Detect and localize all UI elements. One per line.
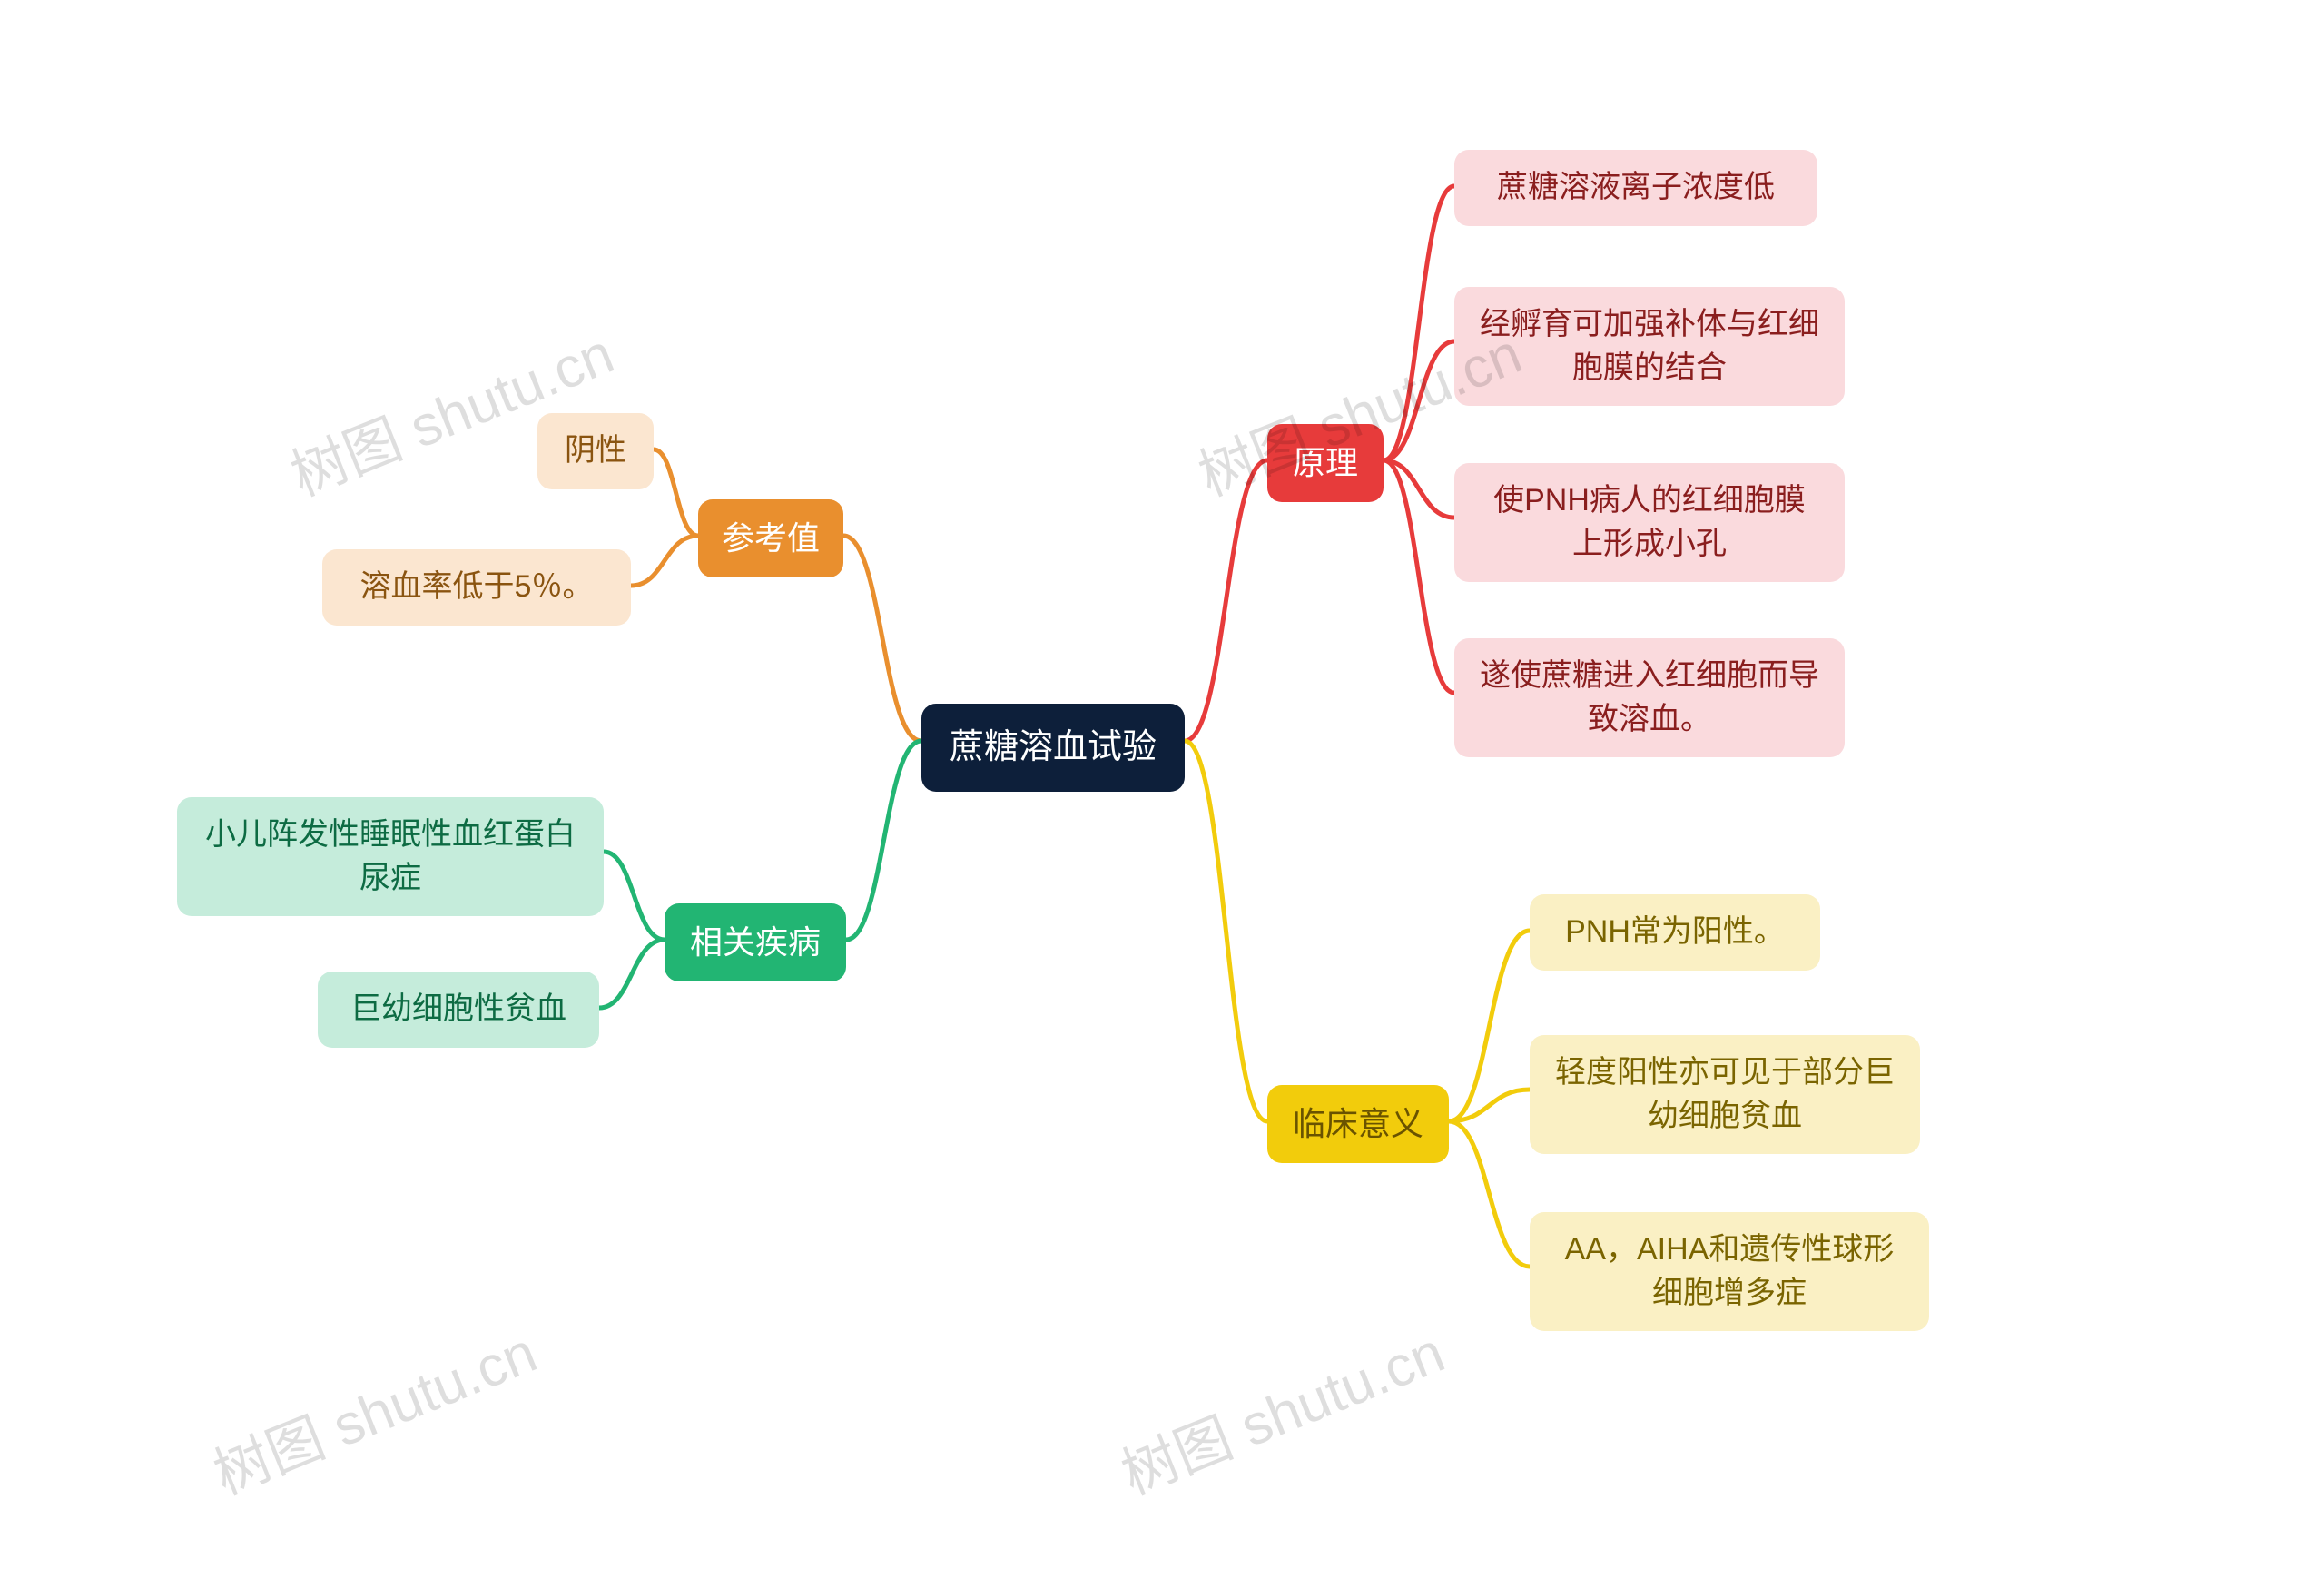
watermark-2: 树图 shutu.cn xyxy=(200,1307,547,1510)
branch-0: 原理 xyxy=(1267,424,1384,502)
leaf-2-1: 溶血率低于5％。 xyxy=(322,549,631,626)
leaf-1-2: AA，AIHA和遗传性球形细胞增多症 xyxy=(1530,1212,1929,1331)
leaf-0-3: 遂使蔗糖进入红细胞而导致溶血。 xyxy=(1454,638,1845,757)
branch-1: 临床意义 xyxy=(1267,1085,1449,1163)
mindmap-canvas: 蔗糖溶血试验 原理 蔗糖溶液离子浓度低经孵育可加强补体与红细胞膜的结合使PNH病人的… xyxy=(0,0,2324,1588)
leaf-2-0: 阴性 xyxy=(537,413,654,489)
leaf-3-1: 巨幼细胞性贫血 xyxy=(318,972,599,1048)
leaf-0-2: 使PNH病人的红细胞膜上形成小孔 xyxy=(1454,463,1845,582)
leaf-1-0: PNH常为阳性。 xyxy=(1530,894,1820,971)
branch-3: 相关疾病 xyxy=(665,903,846,981)
leaf-3-0: 小儿阵发性睡眠性血红蛋白尿症 xyxy=(177,797,604,916)
leaf-1-1: 轻度阳性亦可见于部分巨幼细胞贫血 xyxy=(1530,1035,1920,1154)
leaf-0-0: 蔗糖溶液离子浓度低 xyxy=(1454,150,1817,226)
watermark-3: 树图 shutu.cn xyxy=(1108,1307,1454,1510)
center-node: 蔗糖溶血试验 xyxy=(921,704,1185,792)
connector-layer xyxy=(0,0,2324,1588)
branch-2: 参考值 xyxy=(698,499,843,577)
leaf-0-1: 经孵育可加强补体与红细胞膜的结合 xyxy=(1454,287,1845,406)
